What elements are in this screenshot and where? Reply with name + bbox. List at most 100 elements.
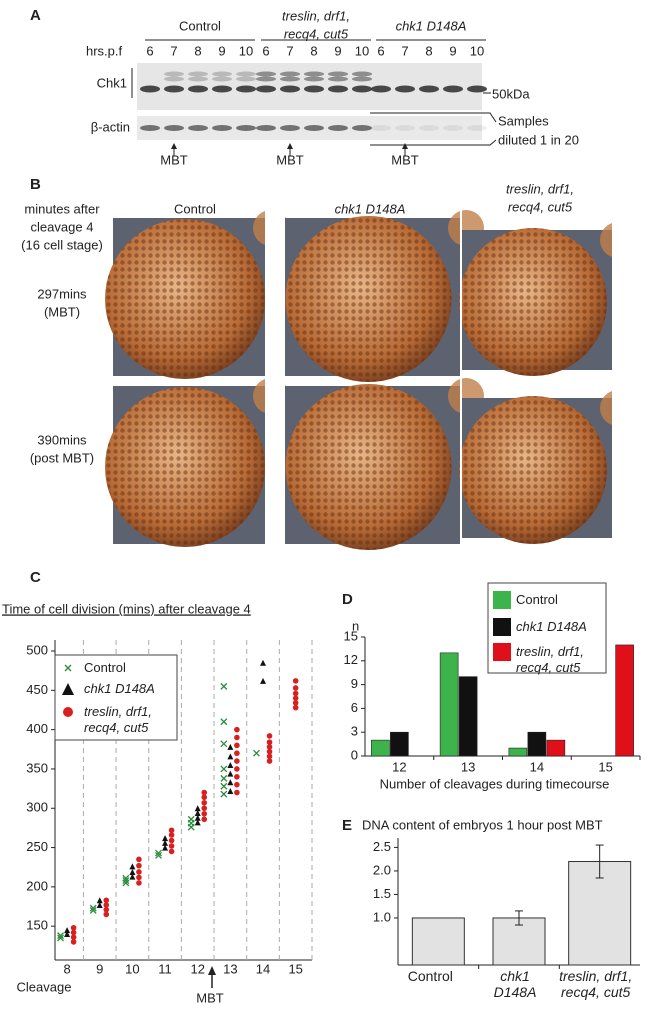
row-label: Chk1 [97, 75, 127, 90]
point [260, 677, 267, 684]
point-stroke [122, 874, 130, 882]
point [96, 901, 103, 908]
row-label: (MBT) [44, 304, 80, 319]
lane-label: 9 [218, 43, 225, 58]
row-header: (16 cell stage) [21, 237, 103, 252]
point [227, 770, 234, 777]
y-tick-label: 1.0 [373, 909, 391, 924]
point [168, 848, 175, 855]
x-tick-label: 9 [96, 961, 103, 976]
point [234, 789, 240, 796]
point-stroke [220, 782, 228, 790]
point-stroke [220, 790, 228, 798]
point-stroke [220, 774, 228, 782]
point [162, 835, 169, 842]
blot-band [395, 125, 415, 131]
dilution-bracket [478, 139, 497, 146]
chart-title: DNA content of embryos 1 hour post MBT [362, 817, 603, 832]
point [57, 934, 65, 942]
annotation: MBT [196, 990, 224, 1005]
group-header: treslin, drf1, [282, 8, 350, 23]
point [201, 816, 208, 823]
point [70, 924, 77, 931]
x-tick-label: chk1 D148A [493, 968, 537, 1000]
row-label: 297mins [37, 286, 87, 301]
panel-label: C [30, 569, 41, 586]
point-stroke [89, 907, 97, 914]
panel-label: B [30, 176, 41, 193]
y-tick-label: 150 [26, 918, 48, 933]
point-stroke [155, 849, 162, 857]
blot-band [304, 85, 324, 93]
point [136, 874, 142, 881]
row-label: 390mins [37, 432, 87, 447]
legend-label: treslin, drf1, recq4, cut5 [516, 644, 584, 675]
point-stroke [155, 851, 162, 859]
lane-label: 8 [194, 43, 201, 58]
y-tick-label: 9 [351, 676, 358, 691]
blot-band [328, 125, 348, 131]
point [220, 765, 228, 773]
dilution-note: Samples [498, 113, 549, 128]
panel-mask [265, 200, 285, 560]
blot-band [212, 71, 232, 77]
point [220, 718, 228, 726]
point [194, 805, 201, 812]
lane-label: 10 [239, 43, 253, 58]
point [292, 700, 299, 706]
lane-label: 7 [170, 43, 177, 58]
blot-band [328, 76, 348, 82]
embryo-cells [285, 216, 452, 382]
point-stroke [220, 718, 228, 726]
point-stroke [57, 932, 65, 940]
point [201, 789, 208, 796]
point [266, 753, 273, 760]
panel-label: A [30, 7, 41, 24]
blot-band [352, 85, 372, 93]
point [234, 758, 240, 764]
point-stroke [89, 904, 97, 912]
lane-label: 8 [425, 43, 432, 58]
lane-label: 10 [470, 43, 484, 58]
y-tick-label: 6 [351, 700, 358, 715]
x-axis-label: Number of cleavages during timecourse [380, 776, 610, 791]
point [253, 749, 260, 757]
lane-label: 7 [286, 43, 293, 58]
y-tick-label: 350 [26, 760, 48, 775]
blot-band [280, 71, 300, 77]
point [201, 805, 208, 812]
blot-band [352, 71, 372, 77]
y-axis-label: n [352, 618, 359, 633]
point [70, 929, 77, 936]
legend-swatch [493, 618, 511, 636]
blot-band [188, 71, 208, 77]
group-header: recq4, cut5 [284, 26, 349, 41]
blot-band [188, 85, 208, 93]
point [266, 758, 273, 764]
y-tick-label: 12 [344, 652, 358, 667]
point [103, 897, 110, 904]
blot-band [256, 85, 276, 93]
chart-title: Time of cell division (mins) after cleav… [2, 601, 251, 616]
blot-band [188, 76, 208, 82]
blot-band [164, 85, 184, 93]
x-tick-label: 15 [288, 961, 302, 976]
blot-band [304, 76, 324, 82]
bar [615, 644, 634, 757]
point [103, 906, 110, 913]
point-stroke [57, 934, 65, 942]
point [220, 790, 228, 798]
blot-band [352, 76, 372, 82]
mbt-arrowhead [287, 143, 293, 149]
point [155, 851, 162, 859]
x-tick-label: 11 [158, 961, 172, 976]
x-tick-label: 15 [598, 759, 612, 774]
x-tick-label: 14 [256, 961, 270, 976]
blot-band [212, 85, 232, 93]
x-tick-label: 10 [125, 961, 139, 976]
point [227, 787, 234, 794]
lane-label: 6 [377, 43, 384, 58]
y-tick-label: 450 [26, 682, 48, 697]
point [136, 880, 142, 886]
blot-band [164, 125, 184, 131]
